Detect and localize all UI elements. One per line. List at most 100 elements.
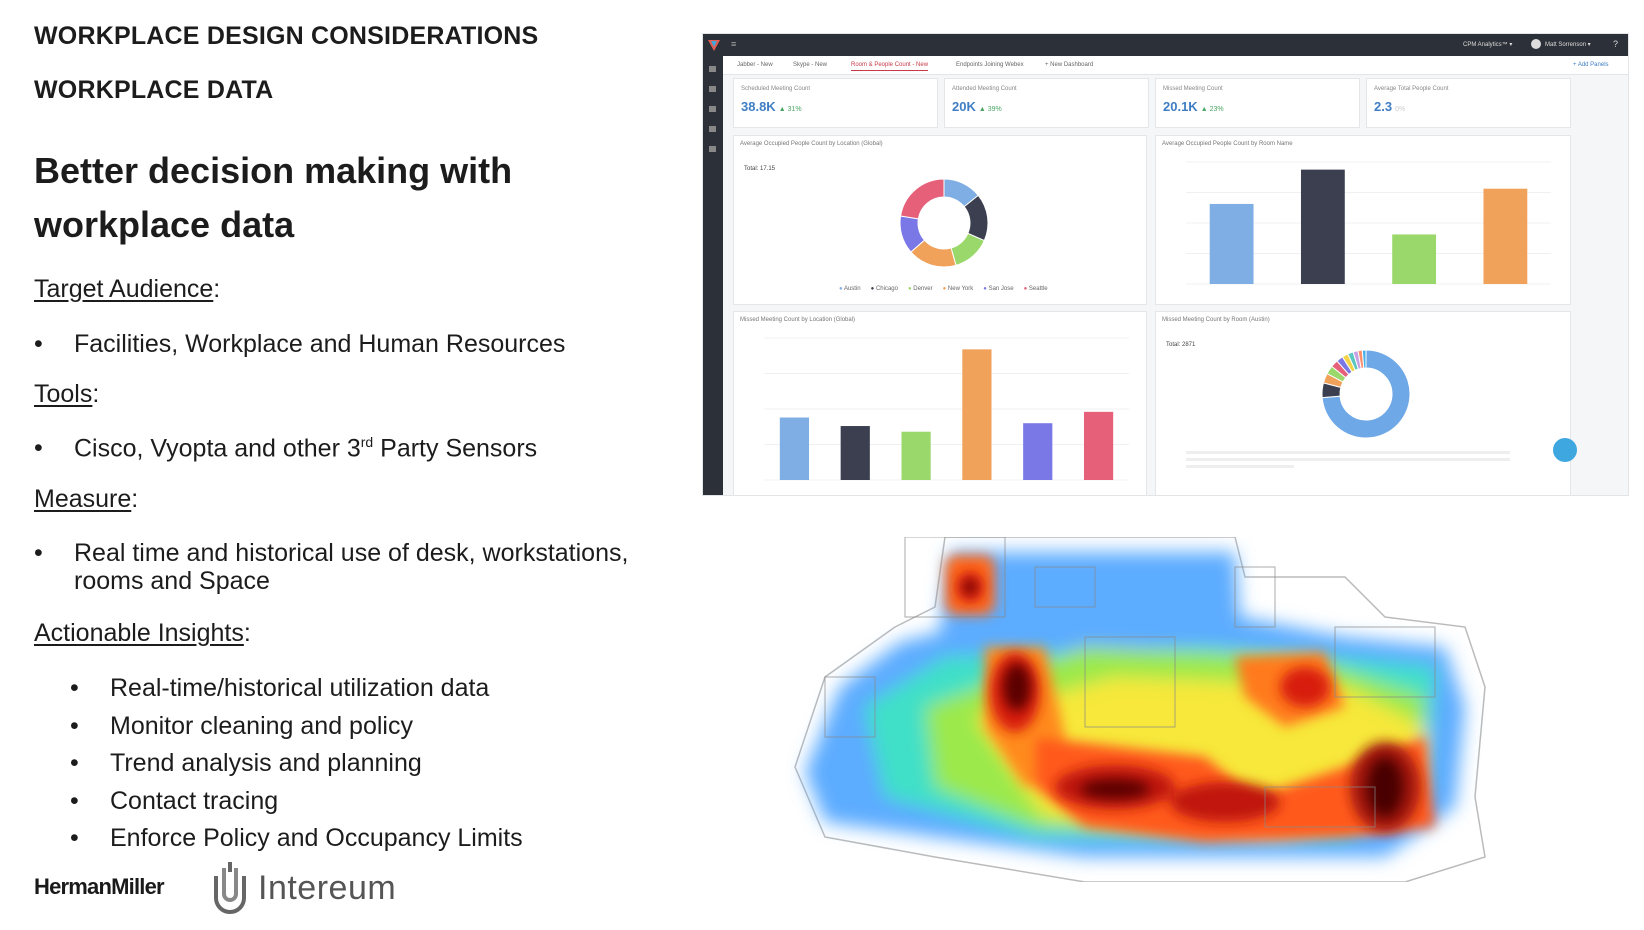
list-item: • Real-time/historical utilization data [70,674,523,712]
bar[interactable] [1023,423,1053,480]
speaker-icon[interactable] [709,126,716,132]
panel-title: Average Occupied People Count by Room Na… [1162,141,1293,147]
pie-slice[interactable] [1361,349,1367,369]
location-icon[interactable] [709,106,716,112]
colon: : [131,485,139,513]
tools-heading: Tools: [34,380,99,409]
legend-item: ● Seattle [1023,286,1048,292]
chart-legend: ● Austin ● Chicago ● Denver ● New York ●… [839,286,1048,292]
bullet-dot: • [70,749,79,777]
kpi-label: Missed Meeting Count [1163,86,1223,92]
donut-chart [1321,349,1411,439]
kpi-label: Scheduled Meeting Count [741,86,811,92]
list-item: • Contact tracing [70,787,523,825]
colon: : [243,619,251,647]
bar[interactable] [962,349,992,480]
tab-jabber[interactable]: Jabber - New [737,62,773,68]
kpi-card: Scheduled Meeting Count 38.8K ▲ 31% [733,78,938,128]
tools-item-sup: rd [360,434,374,450]
tab-new-dashboard[interactable]: + New Dashboard [1045,62,1094,68]
list-item: • Monitor cleaning and policy [70,712,523,750]
add-panels-button[interactable]: + Add Panels [1573,62,1609,68]
tools-item-text-end: Party Sensors [373,434,538,463]
bar[interactable] [779,417,810,480]
kpi-value: 20K ▲ 39% [952,99,1002,114]
insight-text: Contact tracing [110,786,279,815]
insights-list: • Real-time/historical utilization data •… [70,674,523,862]
bar[interactable] [1209,203,1254,284]
legend-item: ● Denver [907,286,933,292]
legend-label: New York [947,286,974,292]
pie-slice[interactable] [1321,349,1411,439]
bullet-dot: • [70,674,79,702]
dashboard-sidebar [703,56,723,495]
dashboard-tabs: Jabber - New Skype - New Room & People C… [723,56,1628,75]
legend-label: Chicago [875,286,898,292]
panel-total: Total: 17.15 [744,166,776,172]
headline-line1: Better decision making with [34,150,513,191]
kpi-label: Attended Meeting Count [952,86,1017,92]
panel-title: Missed Meeting Count by Location (Global… [740,317,856,323]
bar[interactable] [1392,234,1437,284]
pie-slice[interactable] [899,178,945,220]
menu-icon[interactable]: ≡ [731,39,737,49]
insight-text: Real-time/historical utilization data [110,674,490,702]
heat-core-layer [964,580,1403,817]
help-icon[interactable]: ? [1613,39,1619,49]
bullet-dot: • [34,330,43,358]
grid-icon[interactable] [709,86,716,92]
bullet-dot: • [70,711,79,740]
headline: Better decision making with workplace da… [34,144,512,252]
analytics-menu[interactable]: CPM Analytics™ ▾ [1463,42,1513,48]
kpi-number: 38.8K [741,99,776,114]
hermanmiller-logo: HermanMiller [34,874,165,899]
panel-missed-by-room: Missed Meeting Count by Room (Austin) To… [1155,311,1571,495]
bar[interactable] [901,431,931,480]
audience-label: Target Audience [34,275,214,303]
bullet-dot: • [70,824,79,852]
home-icon[interactable] [709,66,716,72]
user-menu[interactable]: Matt Sorrenson ▾ [1545,42,1591,48]
tab-endpoints-webex[interactable]: Endpoints Joining Webex [956,62,1024,68]
tab-room-people-count[interactable]: Room & People Count - New [851,62,929,71]
bar[interactable] [1483,188,1528,284]
occupancy-heatmap [794,537,1486,882]
pie-slice[interactable] [950,232,985,266]
panel-occupancy-by-room: Average Occupied People Count by Room Na… [1155,135,1571,305]
tools-item: Cisco, Vyopta and other 3rd Party Sensor… [74,434,537,463]
legend-label: Austin [843,286,861,292]
dashboard-topbar: ≡ CPM Analytics™ ▾ Matt Sorrenson ▾ ? [703,34,1628,56]
bullet-dot: • [34,539,43,567]
donut-chart [899,178,989,268]
chart-legend [1186,447,1546,477]
legend-label: Seattle [1028,286,1048,292]
bar[interactable] [840,426,870,480]
intereum-logo: Intereum [258,869,397,907]
colon: : [213,275,221,303]
tools-bullet: • Cisco, Vyopta and other 3rd Party Sens… [34,434,537,463]
kpi-value: 38.8K ▲ 31% [741,99,802,114]
bar[interactable] [1300,169,1345,284]
bar-chart [764,337,1129,481]
avatar[interactable] [1531,39,1541,49]
insight-text: Monitor cleaning and policy [110,711,413,740]
panel-title: Average Occupied People Count by Locatio… [740,141,883,147]
settings-icon[interactable] [709,146,716,152]
legend-label: Denver [913,286,933,292]
kpi-card: Missed Meeting Count 20.1K ▲ 23% [1155,78,1360,128]
app-logo-icon [708,40,720,51]
insight-text: Trend analysis and planning [110,749,422,777]
tab-skype[interactable]: Skype - New [793,62,828,68]
headline-line2: workplace data [34,204,295,245]
kpi-number: 20K [952,99,976,114]
measure-item-line1: Real time and historical use of desk, wo… [74,539,629,567]
chat-button[interactable] [1553,438,1577,462]
kpi-card: Average Total People Count 2.3 0% [1366,78,1571,128]
audience-bullet: • Facilities, Workplace and Human Resour… [34,330,565,359]
panel-occupancy-by-location: Average Occupied People Count by Locatio… [733,135,1147,305]
kpi-label: Average Total People Count [1374,86,1449,92]
measure-item-line2: rooms and Space [74,567,270,595]
floor-outline [794,537,1486,882]
audience-heading: Target Audience: [34,275,220,304]
bar[interactable] [1083,411,1114,480]
